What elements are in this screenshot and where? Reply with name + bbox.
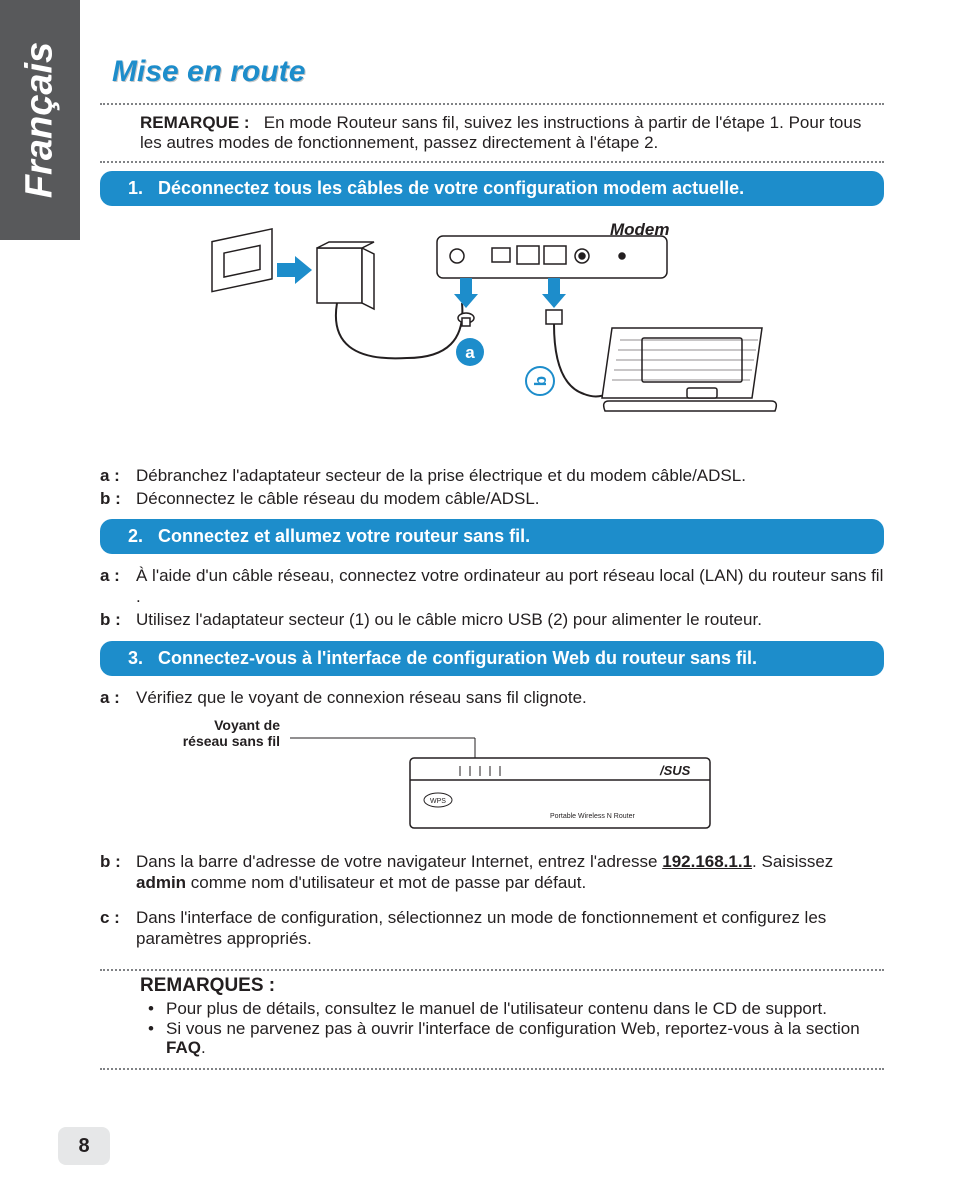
- list-item: a : À l'aide d'un câble réseau, connecte…: [100, 566, 884, 607]
- list-item: a : Débranchez l'adaptateur secteur de l…: [100, 466, 884, 487]
- step-3-text: Connectez-vous à l'interface de configur…: [158, 648, 757, 668]
- remark-text: Si vous ne parvenez pas à ouvrir l'inter…: [166, 1019, 860, 1058]
- router-sublabel: Portable Wireless N Router: [550, 813, 635, 820]
- divider: [100, 161, 884, 163]
- badge-b: b: [531, 376, 550, 386]
- item-text: Dans l'interface de configuration, sélec…: [136, 908, 884, 949]
- diagram-modem-disconnect: Modem a b: [100, 218, 884, 448]
- step-1-text: Déconnectez tous les câbles de votre con…: [158, 178, 744, 198]
- item-key: b :: [100, 610, 136, 631]
- led-label: Voyant de réseau sans fil: [170, 718, 280, 749]
- step-2-text: Connectez et allumez votre routeur sans …: [158, 526, 530, 546]
- ip-address: 192.168.1.1: [662, 852, 752, 871]
- item-text: À l'aide d'un câble réseau, connectez vo…: [136, 566, 884, 607]
- item-text: Utilisez l'adaptateur secteur (1) ou le …: [136, 610, 884, 631]
- language-tab: Français: [0, 0, 80, 240]
- list-item: b : Dans la barre d'adresse de votre nav…: [100, 852, 884, 893]
- diagram-1-svg: Modem a b: [182, 218, 802, 448]
- diagram-router-led: Voyant de réseau sans fil /SUS WPS Porta…: [160, 718, 884, 838]
- page: Français Mise en route REMARQUE : En mod…: [0, 0, 954, 1193]
- badge-a: a: [465, 343, 475, 362]
- step-2-items: a : À l'aide d'un câble réseau, connecte…: [100, 566, 884, 630]
- svg-text:WPS: WPS: [430, 798, 446, 805]
- item-key: a :: [100, 688, 136, 709]
- remark-text: Pour plus de détails, consultez le manue…: [166, 999, 827, 1018]
- item-text: Dans la barre d'adresse de votre navigat…: [136, 852, 884, 893]
- admin-credential: admin: [136, 873, 186, 892]
- remarks-block: REMARQUES : Pour plus de détails, consul…: [140, 971, 884, 1068]
- item-text: Déconnectez le câble réseau du modem câb…: [136, 489, 884, 510]
- step-1-num: 1.: [128, 178, 143, 198]
- step-3-num: 3.: [128, 648, 143, 668]
- divider: [100, 1068, 884, 1070]
- page-title: Mise en route: [112, 55, 884, 89]
- item-text: Débranchez l'adaptateur secteur de la pr…: [136, 466, 884, 487]
- item-text: Vérifiez que le voyant de connexion rése…: [136, 688, 884, 709]
- modem-label: Modem: [610, 220, 670, 239]
- remarks-list: Pour plus de détails, consultez le manue…: [140, 999, 884, 1058]
- item-key: c :: [100, 908, 136, 949]
- step-3-header: 3. Connectez-vous à l'interface de confi…: [100, 641, 884, 676]
- top-note-label: REMARQUE :: [140, 113, 250, 132]
- page-number: 8: [58, 1127, 110, 1165]
- step-1-items: a : Débranchez l'adaptateur secteur de l…: [100, 466, 884, 509]
- list-item: Pour plus de détails, consultez le manue…: [140, 999, 884, 1019]
- language-tab-label: Français: [19, 42, 62, 198]
- step-2-num: 2.: [128, 526, 143, 546]
- list-item: b : Utilisez l'adaptateur secteur (1) ou…: [100, 610, 884, 631]
- list-item: Si vous ne parvenez pas à ouvrir l'inter…: [140, 1019, 884, 1058]
- top-note: REMARQUE : En mode Routeur sans fil, sui…: [140, 105, 884, 161]
- brand-label: /SUS: [659, 763, 691, 778]
- remarks-label: REMARQUES :: [140, 975, 884, 997]
- item-key: b :: [100, 489, 136, 510]
- step-3bc: b : Dans la barre d'adresse de votre nav…: [100, 852, 884, 949]
- list-item: b : Déconnectez le câble réseau du modem…: [100, 489, 884, 510]
- item-key: b :: [100, 852, 136, 893]
- step-3a: a : Vérifiez que le voyant de connexion …: [100, 688, 884, 709]
- step-2-header: 2. Connectez et allumez votre routeur sa…: [100, 519, 884, 554]
- item-key: a :: [100, 566, 136, 607]
- step-1-header: 1. Déconnectez tous les câbles de votre …: [100, 171, 884, 206]
- item-key: a :: [100, 466, 136, 487]
- diagram-2-svg: /SUS WPS Portable Wireless N Router: [290, 718, 790, 838]
- list-item: a : Vérifiez que le voyant de connexion …: [100, 688, 884, 709]
- list-item: c : Dans l'interface de configuration, s…: [100, 908, 884, 949]
